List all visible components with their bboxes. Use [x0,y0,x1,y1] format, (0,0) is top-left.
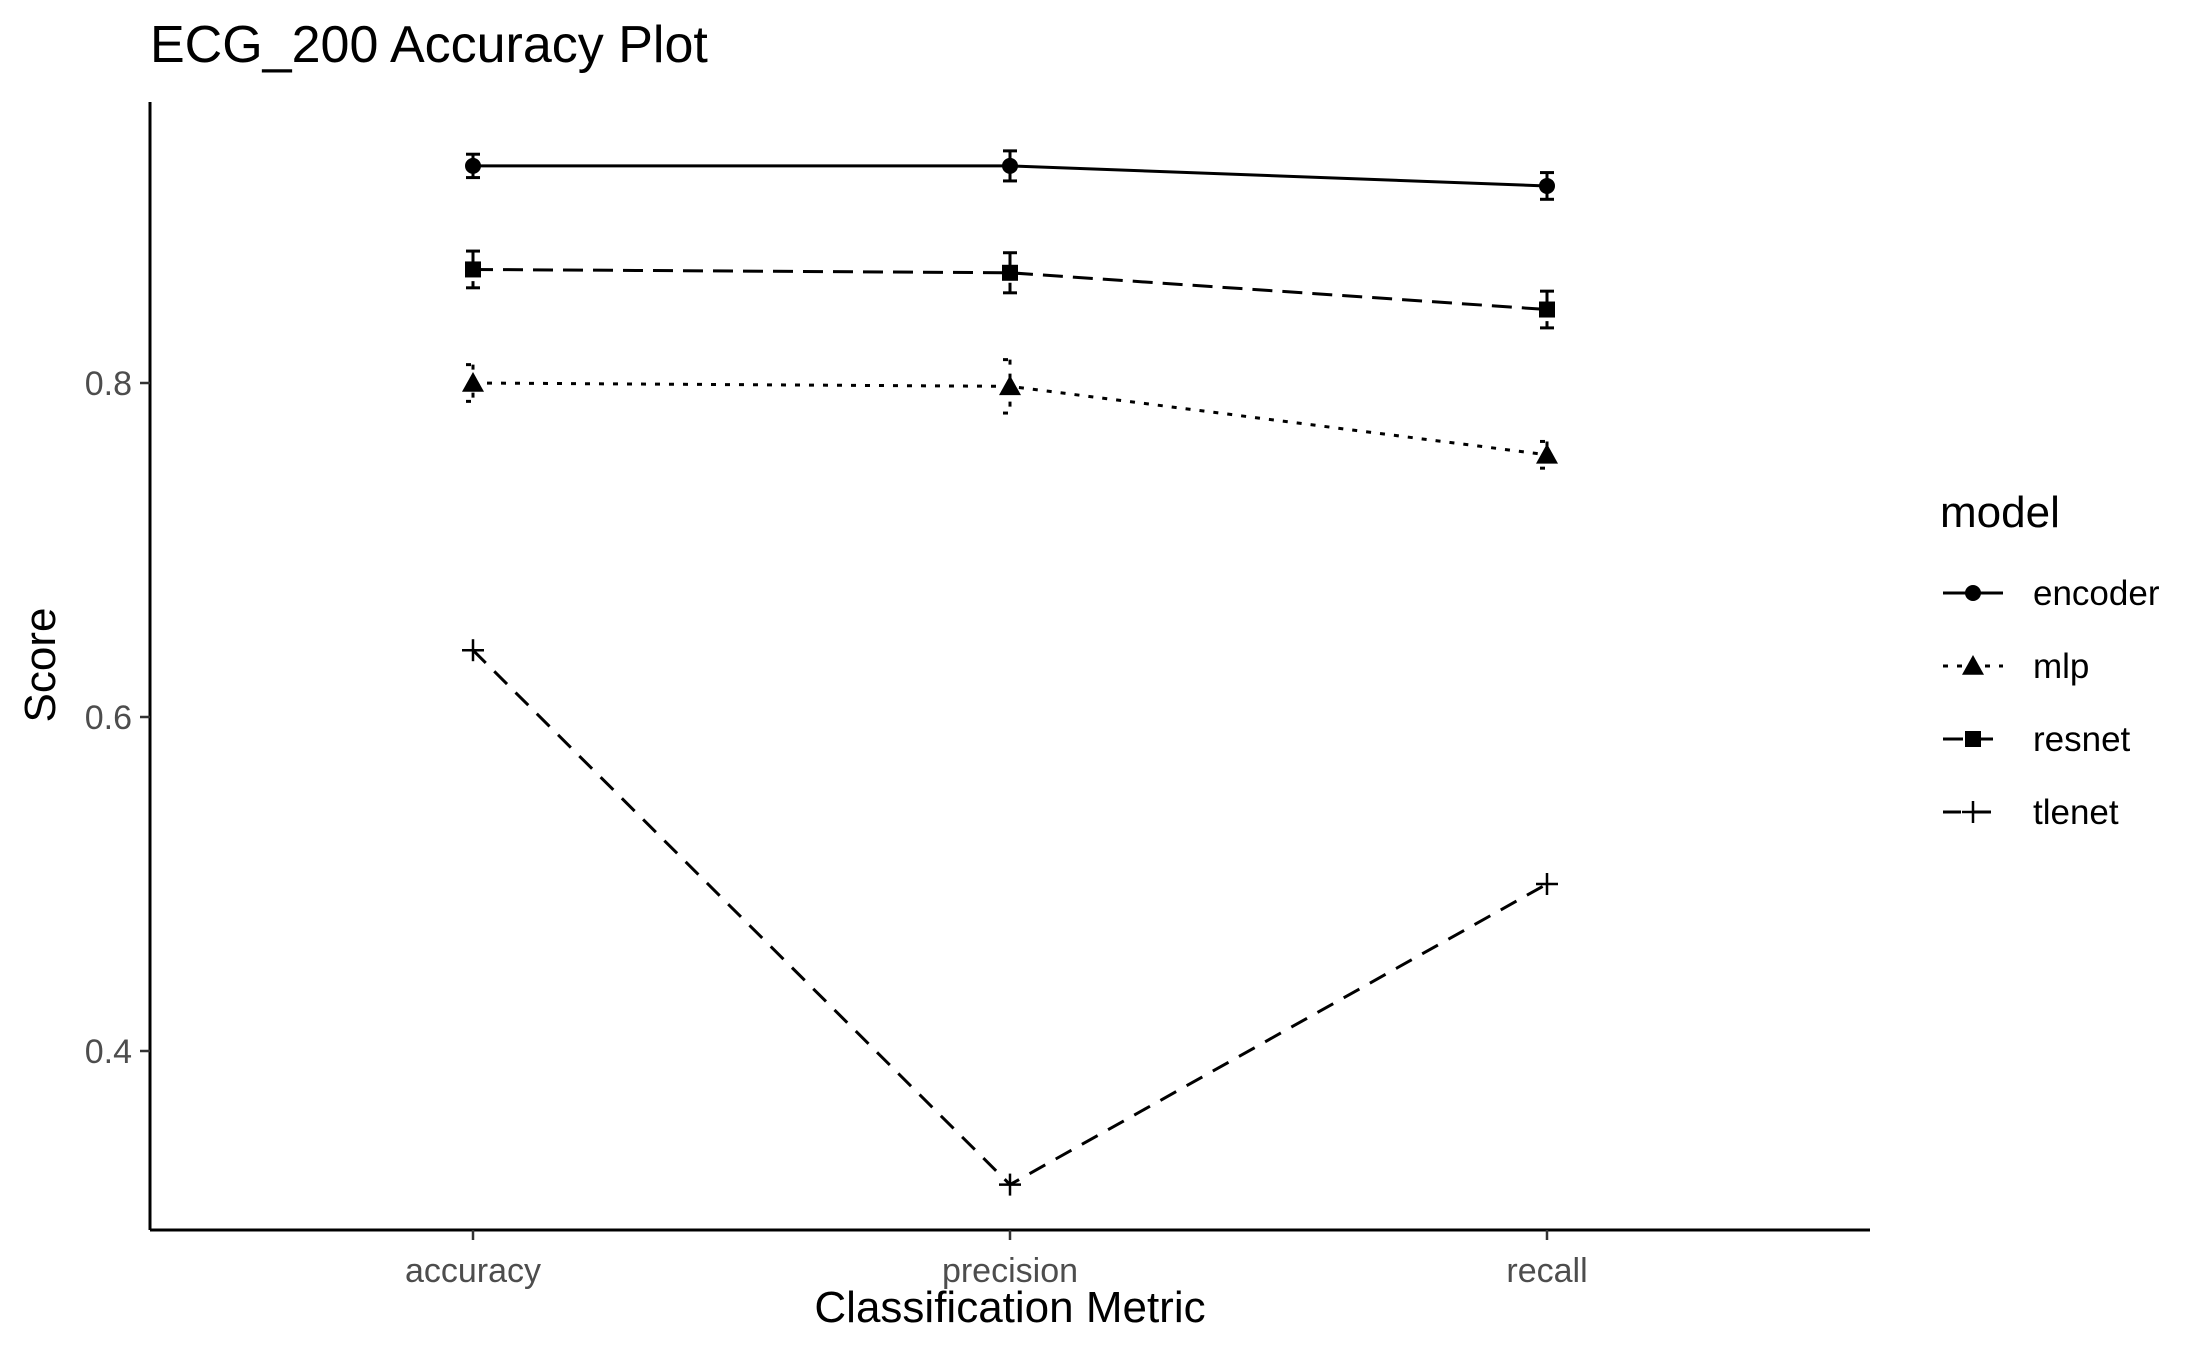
x-tick-label: recall [1506,1252,1587,1290]
series-layer [462,149,1558,1196]
y-axis-title: Score [16,608,65,723]
data-point-encoder [1539,177,1555,194]
legend-title: model [1940,488,2060,537]
data-point-mlp [1536,443,1558,464]
legend-item-encoder: encoder [1943,574,2160,613]
data-point-resnet [1539,301,1555,318]
data-point-mlp [999,375,1021,396]
chart-title: ECG_200 Accuracy Plot [150,16,708,74]
series-line-tlenet [471,649,1548,1187]
x-tick-label: precision [942,1252,1078,1290]
y-tick-label: 0.4 [85,1033,132,1071]
data-point-encoder [1002,157,1018,174]
legend-key-marker [1965,731,1981,747]
data-point-tlenet [462,639,484,662]
data-point-tlenet [1536,873,1558,895]
legend-key-marker [1962,801,1984,823]
series-mlp [462,358,1558,470]
legend-label: resnet [2033,720,2131,759]
data-point-mlp [462,372,484,392]
error-bar-mlp [1003,358,1017,415]
legend-key-marker [1962,655,1984,675]
series-resnet [465,249,1555,330]
legend-label: encoder [2033,574,2160,613]
series-encoder [465,149,1555,201]
data-point-resnet [1002,264,1018,281]
legend-items: encoder mlp resnet tlenet [1943,574,2160,832]
legend: model encoder mlp resnet tlenet [1940,488,2160,832]
series-line-mlp [472,381,1548,457]
series-tlenet [462,639,1558,1196]
legend-item-resnet: resnet [1943,720,2131,759]
legend-label: mlp [2033,647,2089,686]
x-tick-label: accuracy [405,1252,541,1290]
legend-label: tlenet [2033,793,2119,832]
data-point-encoder [465,157,481,174]
plot-panel: 0.4 0.6 0.8 accuracy precision recall [85,102,1870,1290]
y-axis-ticks: 0.4 0.6 0.8 [85,365,150,1071]
x-axis-title: Classification Metric [814,1283,1205,1332]
y-tick-label: 0.8 [85,365,132,403]
error-bar-resnet [1003,251,1017,295]
y-tick-label: 0.6 [85,699,132,737]
legend-item-tlenet: tlenet [1943,793,2119,832]
data-point-tlenet [999,1173,1021,1196]
x-axis-ticks: accuracy precision recall [405,1230,1588,1290]
legend-item-mlp: mlp [1943,647,2089,686]
data-point-resnet [465,261,481,278]
legend-key-marker [1965,585,1981,601]
